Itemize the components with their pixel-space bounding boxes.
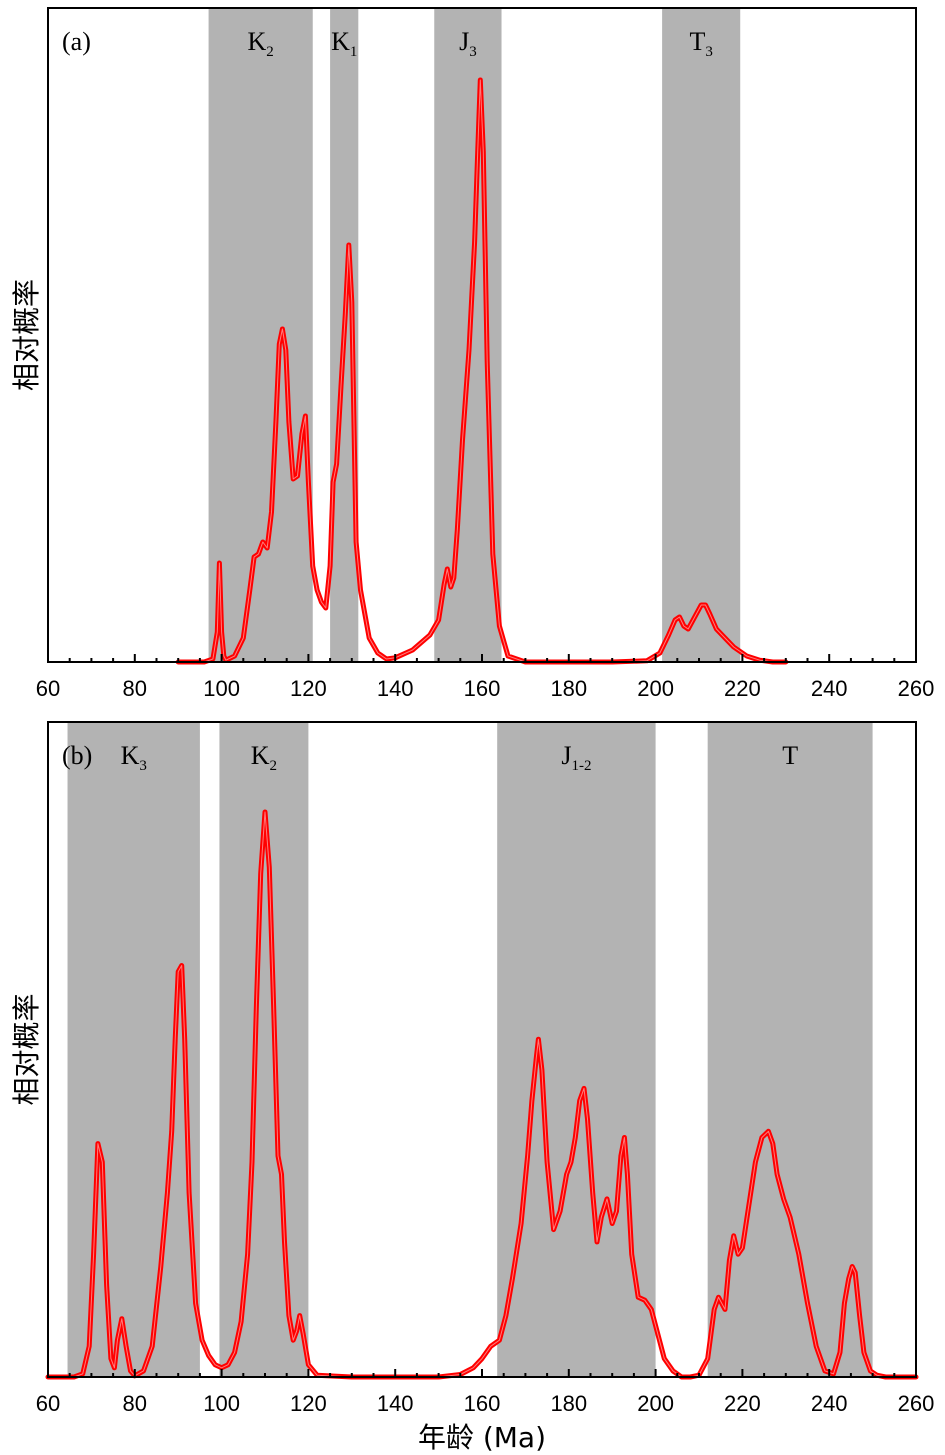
panel-b-x-axis-label: 年龄 (Ma) xyxy=(418,1421,546,1454)
panel-a-tick-label-100: 100 xyxy=(203,676,240,701)
panel-b-tick-label-180: 180 xyxy=(550,1391,587,1416)
panel-b-curve-highlight xyxy=(47,811,917,1378)
panel-b-band-k3 xyxy=(67,722,200,1377)
panel-a: K2 K1 J3 T3(a)60 80 100 120 140 160 180 200 220 240 2… xyxy=(10,7,935,701)
panel-a-letter: (a) xyxy=(62,27,91,56)
panel-b-y-axis-label: 相对概率 xyxy=(10,993,43,1105)
panel-b-tick-label-80: 80 xyxy=(123,1391,147,1416)
panel-a-band-subscript: 3 xyxy=(469,44,477,60)
panel-a-curve-highlight xyxy=(177,79,787,663)
panel-a-band-subscript: 1 xyxy=(350,44,358,60)
panel-a-band-subscript: 3 xyxy=(705,44,713,60)
panel-a-tick-label-160: 160 xyxy=(464,676,501,701)
panel-a-tick-label-240: 240 xyxy=(811,676,848,701)
panel-b-band-subscript: 2 xyxy=(270,758,278,774)
panel-a-tick-label-140: 140 xyxy=(377,676,414,701)
panel-a-tick-label-120: 120 xyxy=(290,676,327,701)
panel-b-tick-label-100: 100 xyxy=(203,1391,240,1416)
panel-b-tick-label-260: 260 xyxy=(898,1391,935,1416)
panel-b-band-label-t: T xyxy=(782,741,798,770)
panel-a-tick-label-180: 180 xyxy=(550,676,587,701)
panel-a-tick-label-200: 200 xyxy=(637,676,674,701)
panel-b-band-t xyxy=(707,722,873,1377)
panel-a-tick-label-260: 260 xyxy=(898,676,935,701)
panel-b-band-subscript: 3 xyxy=(139,758,147,774)
panel-b-band-subscript: 1-2 xyxy=(571,758,591,774)
panel-b-tick-label-140: 140 xyxy=(377,1391,414,1416)
panel-a-band-subscript: 2 xyxy=(266,44,274,60)
panel-b: K3 K2 J1-2 T(b)60 80 100 120 140 160 180 200 220 240… xyxy=(10,721,935,1454)
panel-a-band-k2 xyxy=(208,8,313,662)
panel-b-letter: (b) xyxy=(62,741,92,770)
panel-a-y-axis-label: 相对概率 xyxy=(10,279,43,391)
panel-b-tick-label-120: 120 xyxy=(290,1391,327,1416)
panel-b-band-j1-2 xyxy=(497,722,656,1377)
panel-b-tick-label-60: 60 xyxy=(36,1391,60,1416)
panel-b-tick-label-240: 240 xyxy=(811,1391,848,1416)
panel-a-tick-label-220: 220 xyxy=(724,676,761,701)
panel-b-tick-label-220: 220 xyxy=(724,1391,761,1416)
panel-a-band-t3 xyxy=(662,8,741,662)
panel-b-tick-label-200: 200 xyxy=(637,1391,674,1416)
panel-b-tick-label-160: 160 xyxy=(464,1391,501,1416)
panel-a-tick-label-60: 60 xyxy=(36,676,60,701)
panel-a-tick-label-80: 80 xyxy=(123,676,147,701)
